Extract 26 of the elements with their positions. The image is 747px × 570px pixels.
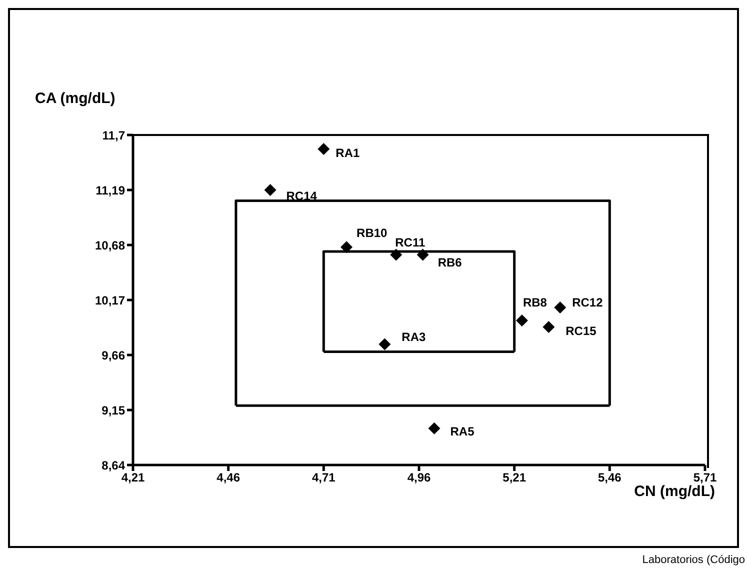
series-label: RC12: [572, 296, 604, 310]
series-label: RB10: [356, 226, 388, 240]
y-tick-label: 10,68: [94, 238, 126, 252]
x-tick-label: 5,71: [693, 470, 717, 485]
series-label: RA1: [336, 146, 360, 160]
x-tick-label: 5,21: [502, 470, 526, 485]
y-tick-label: 11,19: [96, 183, 126, 198]
x-tick-label: 5,46: [598, 470, 622, 485]
series-label: RA5: [450, 424, 475, 438]
y-axis-title: CA (mg/dL): [35, 90, 116, 107]
series-label: RB6: [438, 256, 462, 270]
series-label: RB8: [522, 295, 548, 310]
y-tick-label: 9,15: [102, 403, 126, 418]
x-tick-label: 4,71: [312, 470, 336, 485]
x-tick-label: 4,96: [407, 470, 431, 485]
x-tick-label: 4,21: [121, 470, 145, 485]
text: Laboratorios (Código: [642, 554, 745, 566]
y-tick-label: 8,64: [102, 458, 126, 472]
series-label: RC15: [566, 324, 597, 338]
y-tick-label: 11,7: [102, 128, 126, 142]
x-tick-label: 4,46: [216, 470, 240, 485]
y-tick-label: 9,66: [102, 348, 126, 362]
y-tick-label: 10,17: [94, 293, 126, 308]
series-label: RC11: [395, 236, 426, 250]
x-axis-title: CN (mg/dL): [634, 483, 715, 500]
series-label: RA3: [402, 330, 426, 344]
